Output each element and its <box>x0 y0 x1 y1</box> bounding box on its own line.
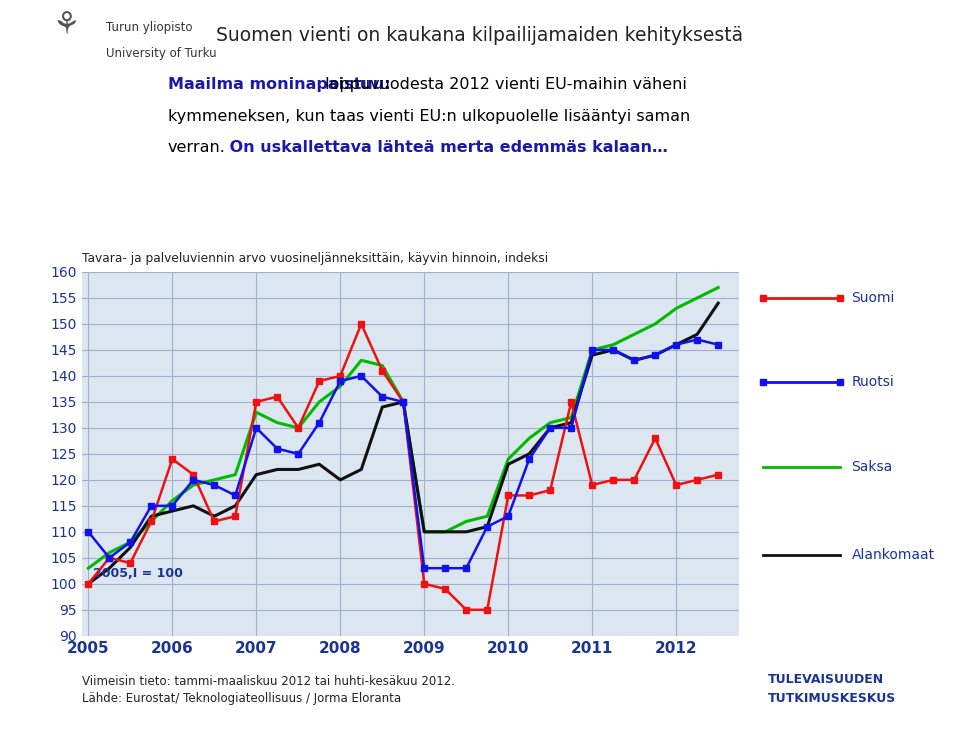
Text: verran.: verran. <box>168 140 226 155</box>
Text: Suomen vienti on kaukana kilpailijamaiden kehityksestä: Suomen vienti on kaukana kilpailijamaide… <box>216 26 744 45</box>
Text: Saksa: Saksa <box>852 459 893 474</box>
Text: 2005,I = 100: 2005,I = 100 <box>92 567 182 580</box>
Text: loppuvuodesta 2012 vienti EU-maihin väheni: loppuvuodesta 2012 vienti EU-maihin vähe… <box>320 77 686 92</box>
Text: kymmeneksen, kun taas vienti EU:n ulkopuolelle lisääntyi saman: kymmeneksen, kun taas vienti EU:n ulkopu… <box>168 109 690 123</box>
Text: Alankomaat: Alankomaat <box>852 548 935 562</box>
Text: Suomi: Suomi <box>852 290 895 305</box>
Text: Tavara- ja palveluviennin arvo vuosineljänneksittäin, käyvin hinnoin, indeksi: Tavara- ja palveluviennin arvo vuosinelj… <box>82 251 548 265</box>
Text: University of Turku: University of Turku <box>107 47 217 60</box>
Text: On uskallettava lähteä merta edemmäs kalaan…: On uskallettava lähteä merta edemmäs kal… <box>224 140 667 155</box>
Text: Lähde: Eurostat/ Teknologiateollisuus / Jorma Eloranta: Lähde: Eurostat/ Teknologiateollisuus / … <box>82 692 400 706</box>
Text: TUTKIMUSKESKUS: TUTKIMUSKESKUS <box>768 692 897 706</box>
Text: Viimeisin tieto: tammi-maaliskuu 2012 tai huhti-kesäkuu 2012.: Viimeisin tieto: tammi-maaliskuu 2012 ta… <box>82 675 455 688</box>
Text: Maailma moninapaistuu:: Maailma moninapaistuu: <box>168 77 391 92</box>
Text: Turun yliopisto: Turun yliopisto <box>107 21 193 34</box>
Text: Ruotsi: Ruotsi <box>852 375 895 390</box>
Text: ⚘: ⚘ <box>53 11 80 40</box>
Text: TULEVAISUUDEN: TULEVAISUUDEN <box>768 673 884 686</box>
